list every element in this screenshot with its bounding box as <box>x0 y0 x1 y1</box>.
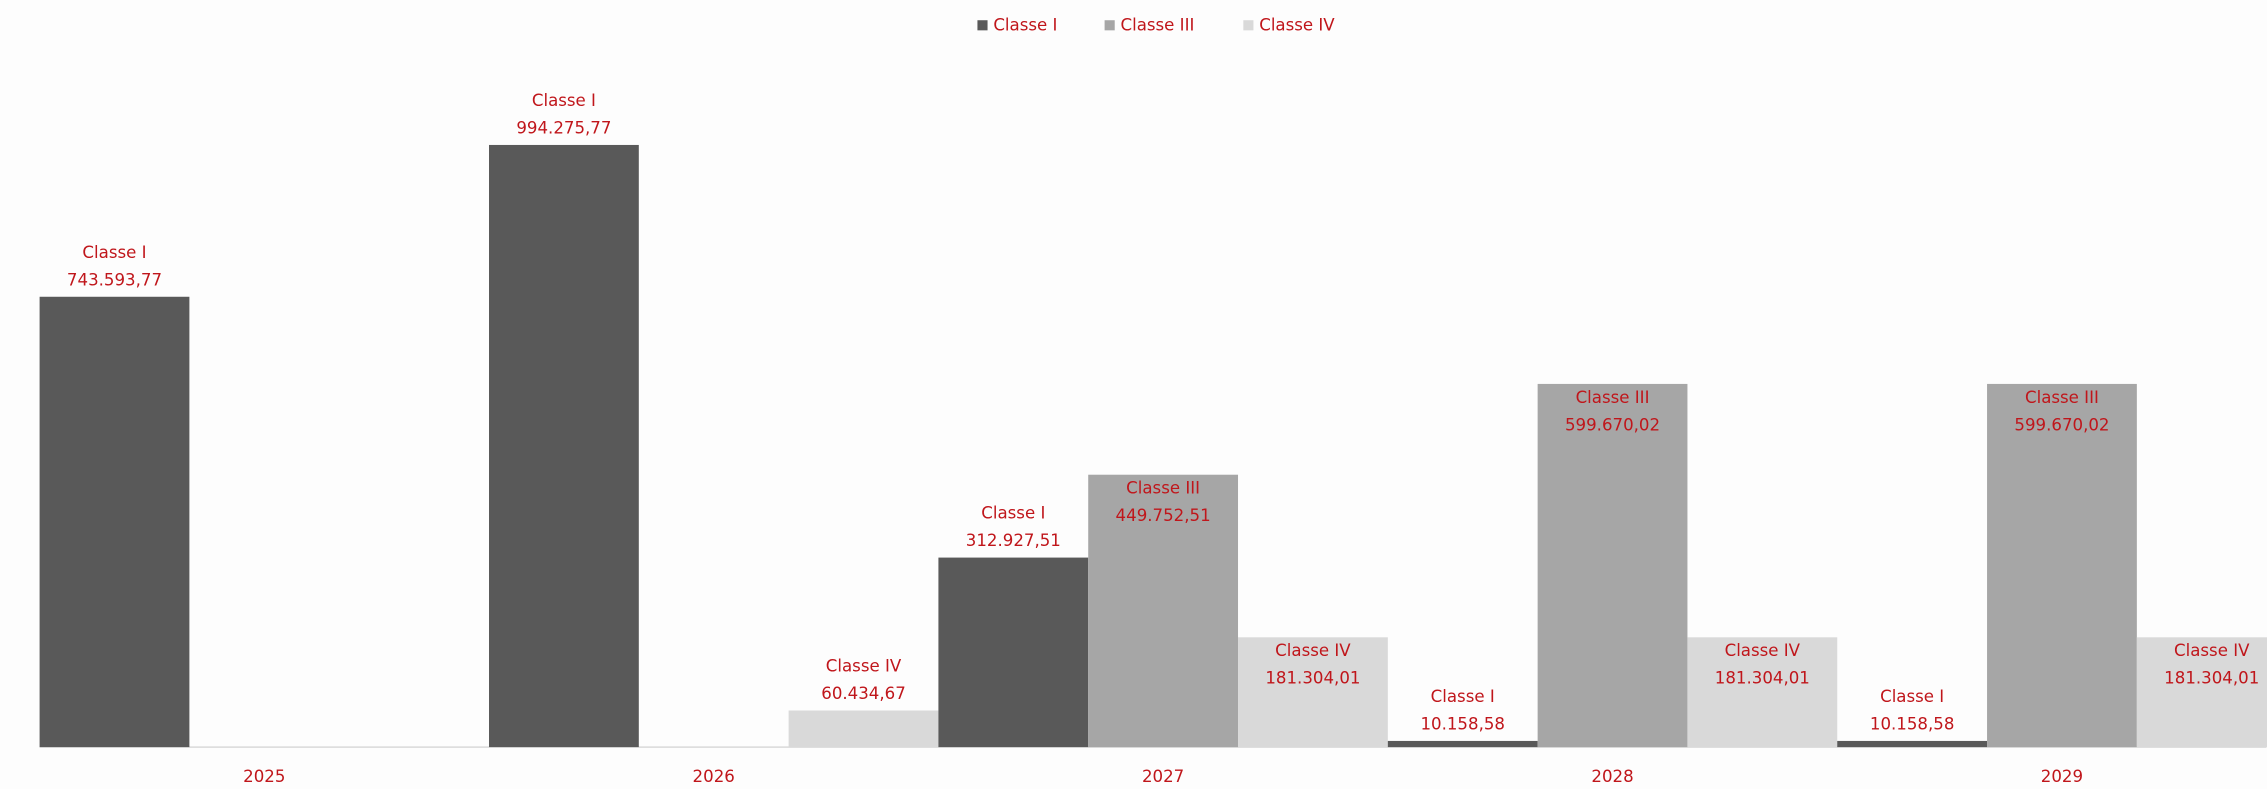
x-tick-label: 2025 <box>243 767 285 786</box>
bar <box>1987 383 2137 748</box>
legend-swatch <box>1104 20 1115 31</box>
legend-swatch <box>977 20 988 31</box>
data-label-series: Classe IV <box>1725 641 1801 660</box>
bar <box>2136 637 2267 748</box>
data-label-value: 60.434,67 <box>821 684 906 703</box>
legend-label: Classe IV <box>1259 16 1335 35</box>
bar <box>788 710 939 748</box>
data-label-value: 181.304,01 <box>2164 669 2259 688</box>
data-label-series: Classe III <box>1126 479 1200 498</box>
data-label-value: 312.927,51 <box>966 531 1061 550</box>
bar <box>1687 637 1838 748</box>
bar <box>1088 474 1239 748</box>
data-label-value: 10.158,58 <box>1420 715 1505 734</box>
data-label-series: Classe IV <box>826 657 902 676</box>
data-label-value: 994.275,77 <box>516 119 611 138</box>
legend-label: Classe I <box>993 16 1057 35</box>
bar <box>1837 740 1988 748</box>
data-label-series: Classe I <box>532 91 596 110</box>
data-label-series: Classe I <box>981 504 1045 523</box>
data-label-value: 449.752,51 <box>1116 506 1211 525</box>
bar <box>489 144 639 748</box>
x-tick-label: 2029 <box>2041 767 2083 786</box>
data-label-series: Classe I <box>1431 687 1495 706</box>
bar <box>1537 383 1688 748</box>
x-tick-label: 2028 <box>1591 767 1633 786</box>
bar <box>39 296 190 748</box>
bar <box>1387 740 1538 748</box>
bar <box>938 557 1089 748</box>
data-label-value: 599.670,02 <box>2014 415 2109 434</box>
data-label-value: 181.304,01 <box>1715 669 1810 688</box>
data-label-value: 599.670,02 <box>1565 415 1660 434</box>
data-label-series: Classe IV <box>2174 641 2250 660</box>
data-label-value: 181.304,01 <box>1265 669 1360 688</box>
data-label-series: Classe III <box>2025 388 2099 407</box>
data-label-series: Classe IV <box>1275 641 1351 660</box>
bar <box>1238 637 1388 748</box>
x-tick-label: 2027 <box>1142 767 1184 786</box>
x-tick-label: 2026 <box>693 767 735 786</box>
legend-label: Classe III <box>1120 16 1194 35</box>
data-label-series: Classe I <box>82 243 146 262</box>
data-label-series: Classe I <box>1880 687 1944 706</box>
data-label-value: 10.158,58 <box>1870 715 1955 734</box>
data-label-series: Classe III <box>1576 388 1650 407</box>
data-label-value: 743.593,77 <box>67 270 162 289</box>
legend-swatch <box>1243 20 1254 31</box>
